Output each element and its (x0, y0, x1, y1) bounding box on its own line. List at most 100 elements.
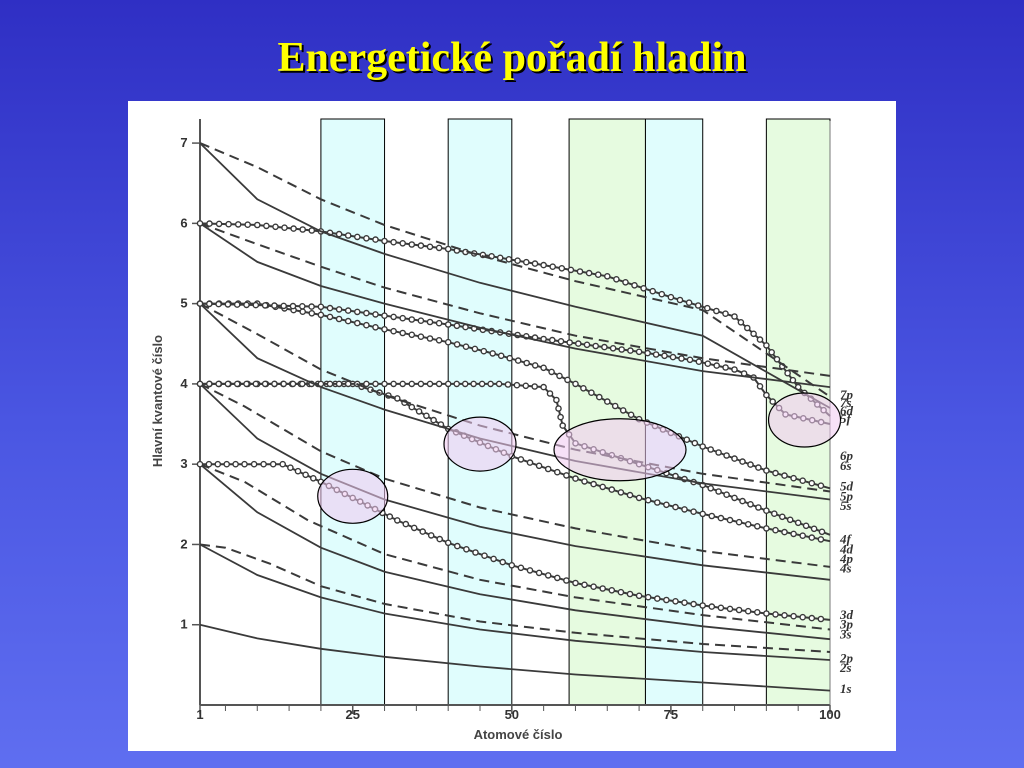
series-marker-4f (731, 494, 738, 502)
series-marker-5f (756, 382, 764, 390)
series-marker-5f (317, 303, 325, 311)
series-marker-5f (652, 351, 660, 358)
series-marker-5f (344, 307, 352, 314)
series-marker-3d (772, 611, 779, 618)
series-marker-6d (763, 342, 770, 349)
series-marker-5f (583, 341, 591, 349)
series-marker-4d (599, 483, 607, 491)
series-marker-4d (408, 403, 416, 411)
series-marker-5f (669, 353, 677, 361)
series-marker-5f (635, 348, 643, 356)
series-marker-3d (535, 569, 543, 577)
series-marker-6d (731, 313, 738, 320)
highlight-ellipse-1 (443, 416, 517, 472)
series-marker-3d (617, 588, 625, 596)
series-marker-4f (408, 380, 416, 388)
series-marker-6d (750, 330, 757, 338)
series-marker-6d (299, 226, 306, 233)
series-marker-4d (681, 506, 688, 513)
orbital-label-3s: 3s (839, 626, 852, 641)
series-marker-6d (722, 310, 729, 317)
series-marker-5f (601, 343, 608, 351)
series-marker-4f (326, 380, 334, 388)
series-marker-3d (526, 567, 534, 574)
series-line-4d (200, 382, 831, 543)
series-marker-4d (590, 480, 597, 488)
orbital-label-6d: 6d (840, 403, 854, 418)
series-marker-5d (781, 472, 788, 479)
series-marker-5f (769, 398, 777, 405)
series-marker-4d (517, 456, 525, 463)
series-marker-4d (644, 496, 652, 504)
series-marker-4d (635, 494, 643, 502)
series-marker-4f (818, 528, 826, 536)
series-marker-6d (381, 237, 388, 245)
series-marker-6d (773, 355, 781, 363)
series-marker-6d (540, 261, 547, 269)
series-marker-5d (799, 477, 807, 485)
orbital-label-5d: 5d (840, 479, 854, 494)
series-marker-5d (588, 389, 595, 397)
series-line-2s (199, 543, 831, 661)
series-line-5s (199, 302, 831, 501)
series-marker-5f (206, 300, 213, 308)
series-marker-4f (215, 380, 222, 388)
slide-title: Energetické pořadí hladin (277, 35, 747, 81)
series-marker-5d (817, 482, 825, 490)
series-marker-4f (707, 484, 715, 492)
series-marker-4f (298, 380, 306, 388)
series-line-3s (199, 463, 831, 641)
series-marker-6d (514, 257, 521, 264)
series-marker-6d (585, 269, 593, 277)
series-marker-6d (603, 272, 611, 280)
series-marker-3d (654, 595, 661, 602)
series-marker-6d (676, 296, 684, 304)
series-marker-3d (808, 614, 816, 622)
series-marker-6d (768, 348, 776, 356)
series-marker-6d (789, 376, 797, 384)
series-marker-3d (690, 600, 697, 608)
series-marker-5d (317, 311, 325, 319)
series-marker-5f (271, 302, 278, 309)
series-marker-4f (763, 507, 770, 515)
series-marker-3d (572, 579, 579, 587)
series-marker-5f (618, 346, 626, 353)
series-marker-5d (755, 464, 762, 471)
series-marker-3d (309, 474, 317, 482)
series-marker-3d (287, 464, 294, 472)
series-line-4s (199, 383, 831, 581)
series-marker-5f (233, 301, 241, 308)
highlight-band-0 (320, 118, 386, 706)
series-marker-3d (599, 585, 607, 592)
series-marker-3d (232, 460, 239, 468)
series-line-6p (199, 222, 831, 377)
series-marker-4f (540, 383, 547, 391)
series-marker-5f (417, 317, 425, 324)
series-marker-4f (280, 380, 287, 388)
series-marker-3d (763, 610, 770, 617)
series-marker-5d (471, 345, 479, 353)
series-marker-5d (531, 362, 539, 369)
x-tick-label: 100 (819, 707, 841, 722)
series-marker-4d (726, 516, 734, 524)
series-marker-6d (254, 221, 261, 229)
series-marker-5d (453, 341, 461, 348)
orbital-label-4s: 4s (839, 561, 852, 576)
highlight-ellipse-2 (553, 418, 687, 482)
series-marker-3d (260, 460, 267, 468)
series-marker-4f (739, 497, 746, 505)
series-marker-3d (214, 460, 222, 468)
series-marker-4d (608, 486, 616, 493)
series-marker-4f (372, 380, 379, 388)
series-marker-5d (763, 467, 770, 474)
series-marker-5f (695, 358, 703, 366)
series-marker-5d (353, 319, 361, 327)
series-marker-5f (335, 306, 343, 313)
series-marker-5d (747, 461, 754, 468)
series-marker-4f (206, 380, 213, 388)
series-marker-5d (514, 357, 522, 364)
y-tick-label: 5 (180, 296, 187, 311)
series-marker-5d (523, 359, 531, 367)
series-marker-6d (353, 233, 361, 241)
series-marker-6d (713, 307, 720, 315)
